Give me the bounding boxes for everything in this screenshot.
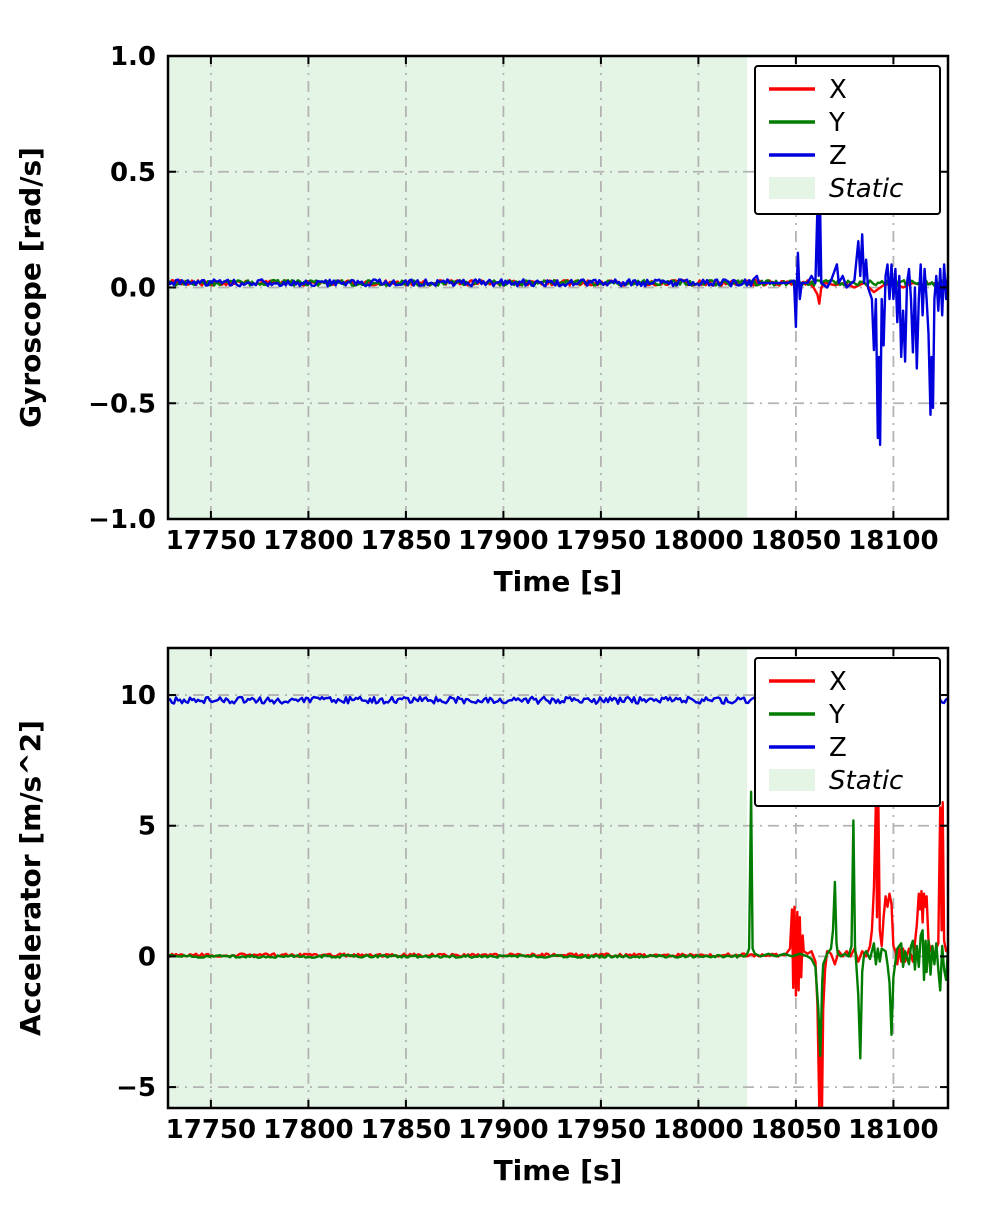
x-tick-label: 17950 (556, 1115, 646, 1145)
x-axis-label: Time [s] (494, 565, 623, 598)
x-axis-label: Time [s] (494, 1154, 623, 1187)
y-axis-label: Accelerator [m/s^2] (14, 720, 47, 1036)
series-y-line (168, 790, 948, 1060)
y-tick-label: −1.0 (88, 505, 156, 535)
x-tick-label: 17750 (166, 526, 256, 556)
series-group (168, 205, 948, 447)
x-tick-label: 17900 (458, 526, 548, 556)
y-tick-label: 0 (138, 942, 156, 972)
accelerator-chart: 17750 17800 17850 17900 17950 18000 18050 18100… (14, 646, 950, 1187)
x-tick-label: 17850 (361, 1115, 451, 1145)
legend-label: X (829, 75, 847, 105)
static-region-shading (168, 648, 748, 1108)
axes-frame (166, 646, 950, 1110)
x-tick-label: 18050 (751, 1115, 841, 1145)
gyroscope-chart: 17750 17800 17850 17900 17950 18000 18050 18100… (14, 42, 950, 598)
y-tick-label: 1.0 (110, 42, 156, 72)
legend-label: Z (829, 733, 847, 763)
legend-label: Static (829, 766, 903, 796)
y-tick-label: 10 (120, 681, 156, 711)
y-tick-label: 5 (138, 812, 156, 842)
x-tick-label: 18000 (653, 526, 743, 556)
x-tick-label: 17800 (263, 1115, 353, 1145)
legend-label: Y (828, 108, 845, 138)
legend-patch-sample (769, 177, 815, 199)
legend-label: X (829, 667, 847, 697)
series-z-line (168, 205, 948, 447)
x-tick-label: 17850 (361, 526, 451, 556)
y-axis-label: Gyroscope [rad/s] (14, 147, 47, 428)
x-tick-label: 17900 (458, 1115, 548, 1145)
accelerator-chart-block: 17750 17800 17850 17900 17950 18000 18050 18100… (0, 614, 992, 1228)
y-tick-label: 0.0 (110, 274, 156, 304)
x-tick-label: 18050 (751, 526, 841, 556)
legend-label: Static (829, 174, 903, 204)
x-tick-label: 17750 (166, 1115, 256, 1145)
x-tick-label: 17800 (263, 526, 353, 556)
y-tick-label: 0.5 (110, 158, 156, 188)
y-tick-label: −0.5 (88, 389, 156, 419)
x-tick-label: 18100 (848, 526, 938, 556)
legend-patch-sample (769, 769, 815, 791)
gyroscope-chart-block: 17750 17800 17850 17900 17950 18000 18050 18100… (14, 42, 950, 598)
x-tick-label: 17950 (556, 526, 646, 556)
x-tick-label: 18000 (653, 1115, 743, 1145)
x-tick-label: 18100 (848, 1115, 938, 1145)
legend-label: Y (828, 700, 845, 730)
y-tick-label: −5 (116, 1073, 156, 1103)
legend-label: Z (829, 141, 847, 171)
